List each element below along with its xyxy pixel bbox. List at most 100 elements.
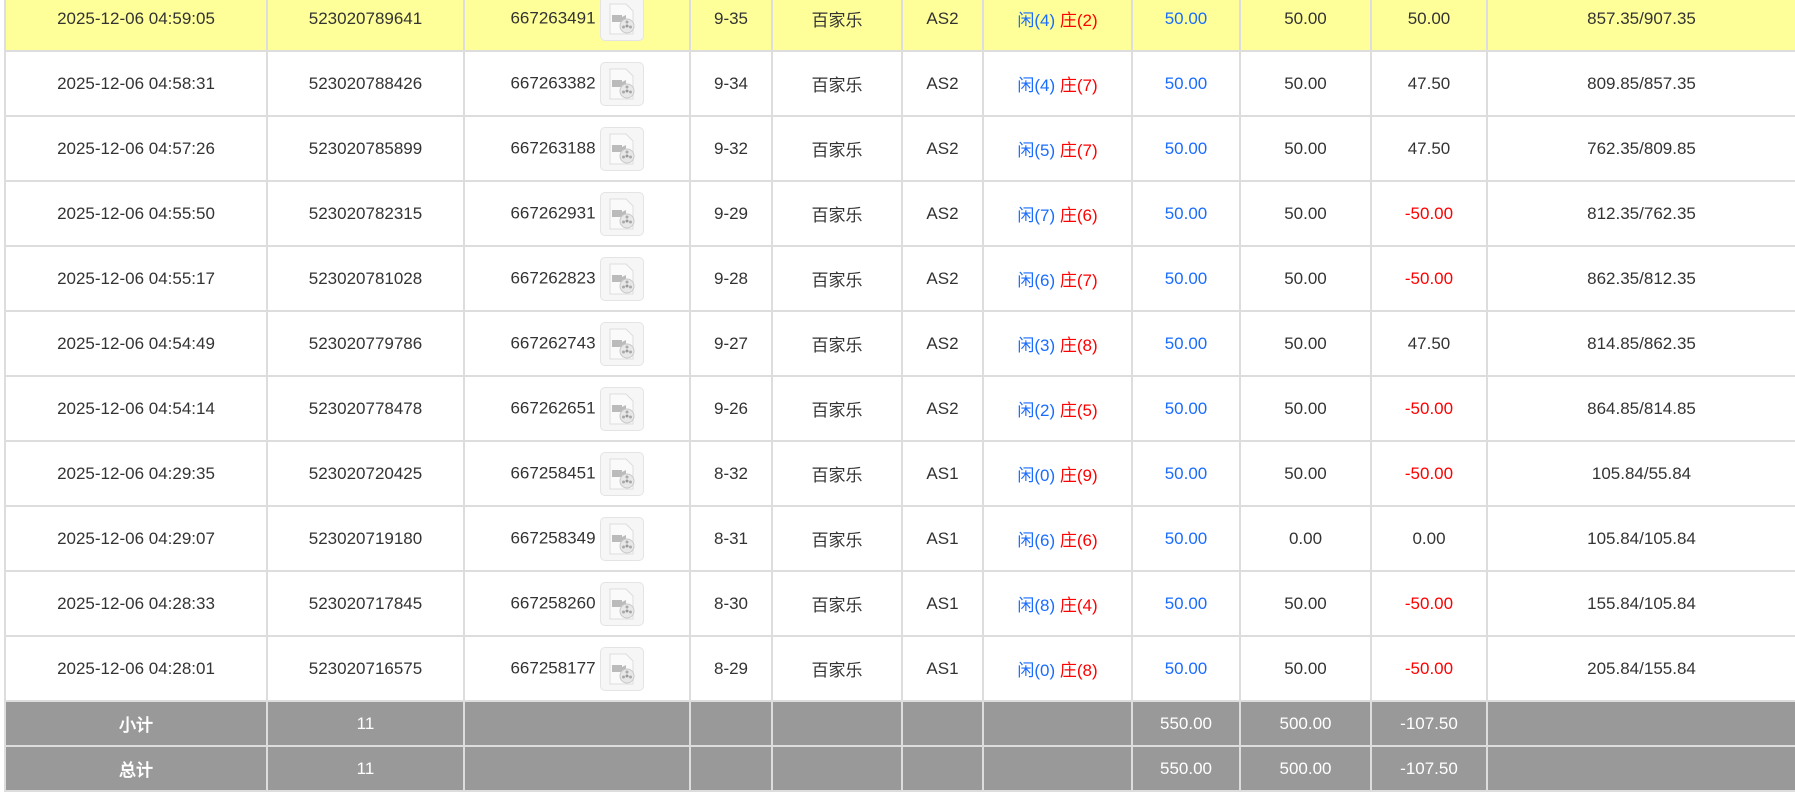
- table-row: 2025-12-06 04:59:05 523020789641 667263491…: [4, 0, 1795, 52]
- valid-bet: 50.00: [1239, 570, 1372, 637]
- table-code: AS2: [901, 245, 984, 312]
- bet-id: 523020781028: [266, 245, 465, 312]
- shoe-round: 9-28: [689, 245, 773, 312]
- total-bet: 550.00: [1131, 745, 1241, 792]
- win-loss: -50.00: [1370, 245, 1488, 312]
- total-label: 总计: [4, 745, 268, 792]
- bet-amount: 50.00: [1131, 180, 1241, 247]
- round-id-cell: 667258349: [463, 505, 691, 572]
- banker-result: 庄(7): [1059, 141, 1098, 160]
- shoe-round: 9-29: [689, 180, 773, 247]
- valid-bet: 50.00: [1239, 375, 1372, 442]
- balance: 155.84/105.84: [1486, 570, 1795, 637]
- bet-time: 2025-12-06 04:55:17: [4, 245, 268, 312]
- bet-id: 523020785899: [266, 115, 465, 182]
- bet-id: 523020720425: [266, 440, 465, 507]
- valid-bet: 50.00: [1239, 0, 1372, 52]
- video-replay-icon[interactable]: [599, 256, 644, 301]
- video-replay-icon[interactable]: [599, 126, 644, 171]
- game-name: 百家乐: [771, 440, 903, 507]
- win-loss: -50.00: [1370, 375, 1488, 442]
- video-replay-icon[interactable]: [599, 0, 644, 41]
- bet-time: 2025-12-06 04:58:31: [4, 50, 268, 117]
- balance: 205.84/155.84: [1486, 635, 1795, 702]
- video-replay-icon[interactable]: [599, 61, 644, 106]
- win-loss: 47.50: [1370, 50, 1488, 117]
- table-code: AS1: [901, 570, 984, 637]
- shoe-round: 9-34: [689, 50, 773, 117]
- bet-id: 523020717845: [266, 570, 465, 637]
- game-name: 百家乐: [771, 310, 903, 377]
- game-name: 百家乐: [771, 245, 903, 312]
- win-loss: 0.00: [1370, 505, 1488, 572]
- bet-id: 523020716575: [266, 635, 465, 702]
- shoe-round: 8-29: [689, 635, 773, 702]
- balance: 864.85/814.85: [1486, 375, 1795, 442]
- valid-bet: 50.00: [1239, 635, 1372, 702]
- bet-id: 523020719180: [266, 505, 465, 572]
- win-loss: -50.00: [1370, 635, 1488, 702]
- win-loss: 47.50: [1370, 115, 1488, 182]
- bet-records-table: 2025-12-06 04:59:05 523020789641 667263491…: [4, 0, 1795, 792]
- balance: 862.35/812.35: [1486, 245, 1795, 312]
- table-code: AS2: [901, 115, 984, 182]
- bet-id: 523020779786: [266, 310, 465, 377]
- banker-result: 庄(8): [1059, 661, 1098, 680]
- bet-amount: 50.00: [1131, 50, 1241, 117]
- banker-result: 庄(6): [1059, 206, 1098, 225]
- balance: 809.85/857.35: [1486, 50, 1795, 117]
- round-id-cell: 667263382: [463, 50, 691, 117]
- valid-bet: 50.00: [1239, 440, 1372, 507]
- subtotal-valid: 500.00: [1239, 700, 1372, 747]
- round-id-cell: 667262823: [463, 245, 691, 312]
- balance: 105.84/105.84: [1486, 505, 1795, 572]
- video-replay-icon[interactable]: [599, 191, 644, 236]
- video-replay-icon[interactable]: [599, 386, 644, 431]
- result: 闲(6) 庄(7): [982, 245, 1133, 312]
- shoe-round: 8-30: [689, 570, 773, 637]
- bet-time: 2025-12-06 04:28:33: [4, 570, 268, 637]
- shoe-round: 8-32: [689, 440, 773, 507]
- total-valid: 500.00: [1239, 745, 1372, 792]
- balance: 812.35/762.35: [1486, 180, 1795, 247]
- video-replay-icon[interactable]: [599, 581, 644, 626]
- player-result: 闲(5): [1017, 141, 1056, 160]
- subtotal-label: 小计: [4, 700, 268, 747]
- valid-bet: 50.00: [1239, 180, 1372, 247]
- win-loss: -50.00: [1370, 440, 1488, 507]
- round-id-cell: 667262651: [463, 375, 691, 442]
- result: 闲(3) 庄(8): [982, 310, 1133, 377]
- balance: 762.35/809.85: [1486, 115, 1795, 182]
- valid-bet: 0.00: [1239, 505, 1372, 572]
- result: 闲(6) 庄(6): [982, 505, 1133, 572]
- total-count: 11: [266, 745, 465, 792]
- player-result: 闲(4): [1017, 76, 1056, 95]
- game-name: 百家乐: [771, 115, 903, 182]
- result: 闲(7) 庄(6): [982, 180, 1133, 247]
- video-replay-icon[interactable]: [599, 516, 644, 561]
- result: 闲(4) 庄(2): [982, 0, 1133, 52]
- player-result: 闲(8): [1017, 596, 1056, 615]
- video-replay-icon[interactable]: [599, 451, 644, 496]
- bet-time: 2025-12-06 04:28:01: [4, 635, 268, 702]
- table-row: 2025-12-06 04:28:33 523020717845 667258260…: [4, 570, 1795, 637]
- video-replay-icon[interactable]: [599, 321, 644, 366]
- round-id: 667263188: [510, 137, 596, 157]
- result: 闲(4) 庄(7): [982, 50, 1133, 117]
- table-code: AS1: [901, 505, 984, 572]
- round-id-cell: 667262743: [463, 310, 691, 377]
- valid-bet: 50.00: [1239, 115, 1372, 182]
- player-result: 闲(6): [1017, 531, 1056, 550]
- video-replay-icon[interactable]: [599, 646, 644, 691]
- banker-result: 庄(7): [1059, 76, 1098, 95]
- game-name: 百家乐: [771, 180, 903, 247]
- round-id-cell: 667263491: [463, 0, 691, 52]
- round-id-cell: 667263188: [463, 115, 691, 182]
- bet-time: 2025-12-06 04:55:50: [4, 180, 268, 247]
- player-result: 闲(0): [1017, 661, 1056, 680]
- result: 闲(2) 庄(5): [982, 375, 1133, 442]
- table-code: AS2: [901, 50, 984, 117]
- bet-time: 2025-12-06 04:59:05: [4, 0, 268, 52]
- subtotal-win: -107.50: [1370, 700, 1488, 747]
- table-code: AS1: [901, 635, 984, 702]
